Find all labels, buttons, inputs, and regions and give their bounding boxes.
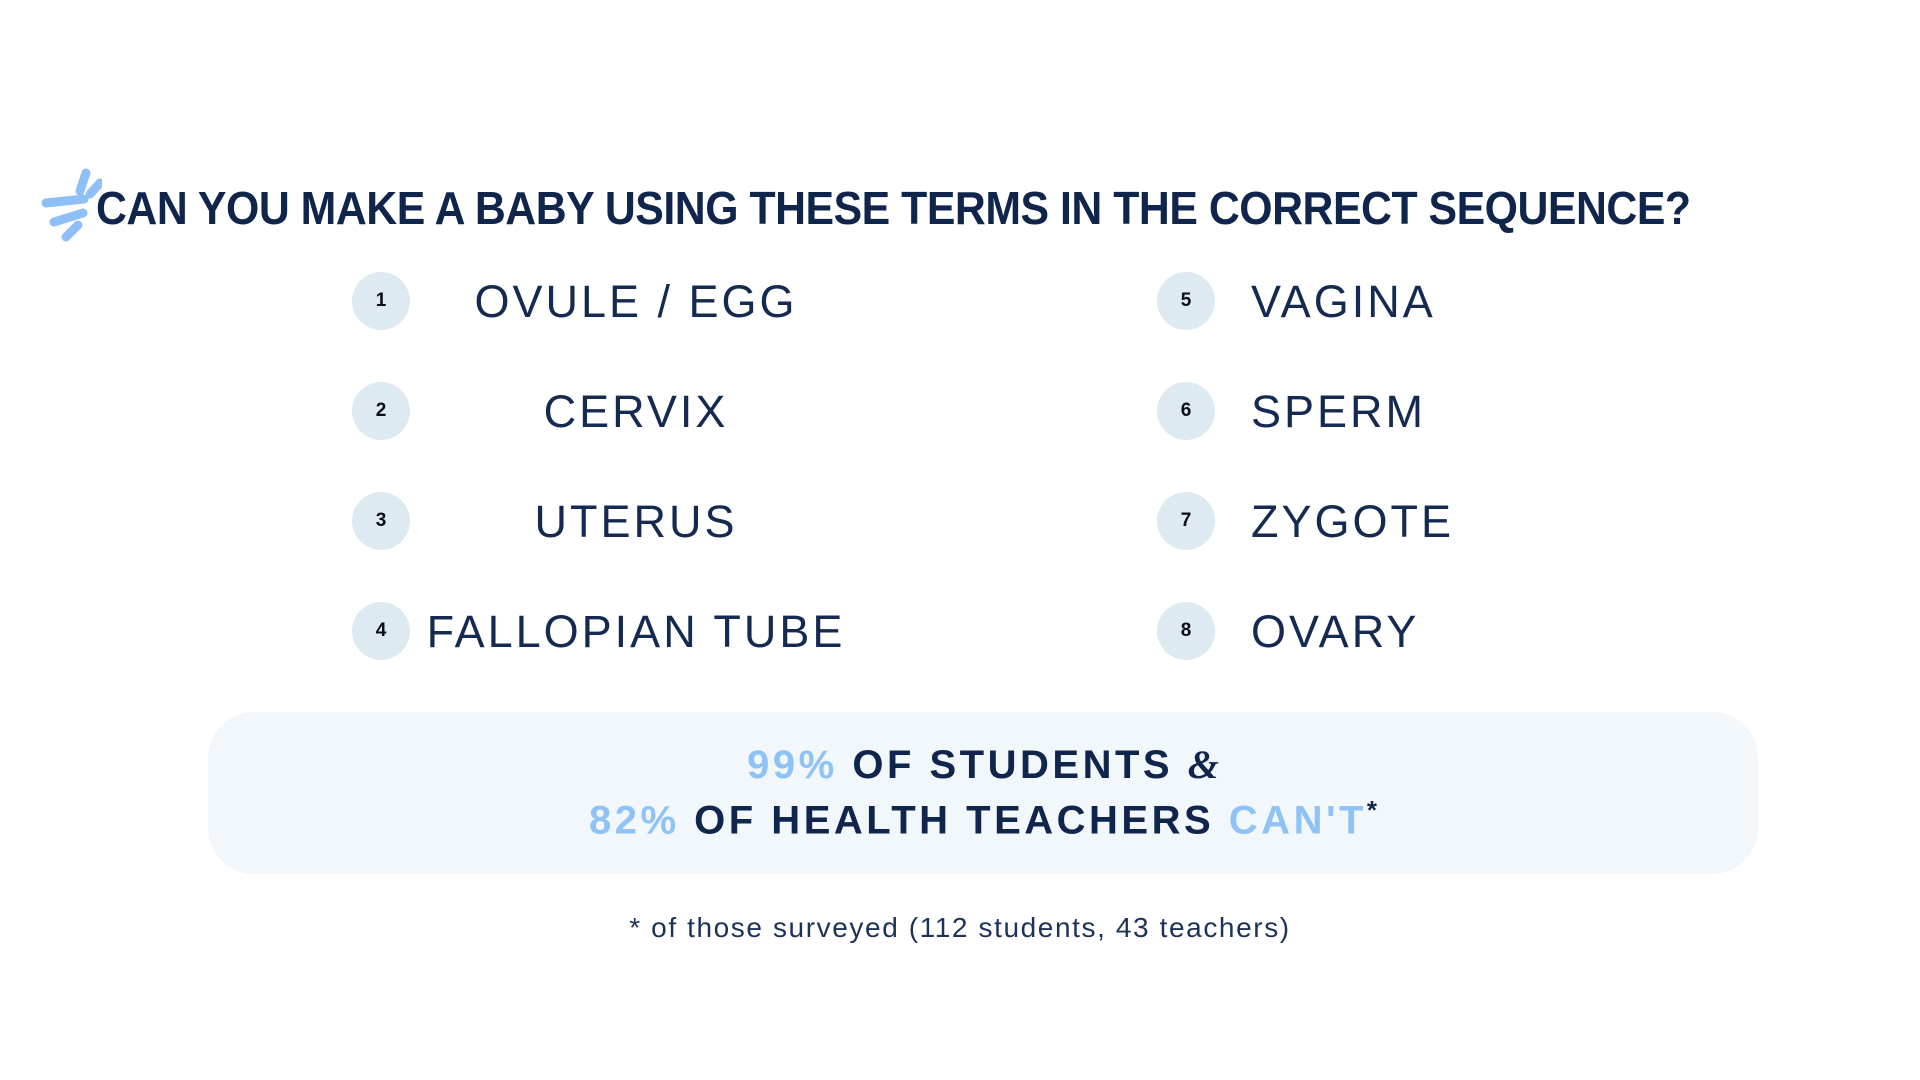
term-row[interactable]: 7 ZYGOTE [1157,492,1607,550]
stats-emphasis-cant: CAN'T [1228,798,1367,843]
term-label: FALLOPIAN TUBE [426,605,846,657]
stats-text-students: OF STUDENTS [852,743,1174,788]
term-row[interactable]: 5 VAGINA [1157,272,1607,330]
term-number-badge: 3 [352,492,410,550]
stats-text-teachers: OF HEALTH TEACHERS [694,798,1215,843]
term-label: OVULE / EGG [474,275,798,327]
term-number-badge: 4 [352,602,410,660]
term-row[interactable]: 8 OVARY [1157,602,1607,660]
ampersand-glyph: & [1187,742,1219,788]
terms-column-left: 1 OVULE / EGG 2 CERVIX 3 UTERUS 4 FALLOP… [352,272,872,660]
term-label: ZYGOTE [1251,495,1455,547]
stats-percent-teachers: 82% [588,798,680,843]
term-number-badge: 2 [352,382,410,440]
term-number-badge: 6 [1157,382,1215,440]
term-label: VAGINA [1251,275,1436,327]
term-number-badge: 7 [1157,492,1215,550]
term-label: OVARY [1251,605,1420,657]
term-label: SPERM [1251,385,1427,437]
footnote-asterisk-marker: * [1366,795,1378,826]
term-row[interactable]: 4 FALLOPIAN TUBE [352,602,872,660]
term-label: UTERUS [534,495,738,547]
stats-line-students: 99% OF STUDENTS & [747,741,1219,789]
term-label: CERVIX [543,385,729,437]
sparkle-burst-icon [40,159,105,249]
stats-line-teachers: 82% OF HEALTH TEACHERS CAN'T* [589,795,1377,845]
term-row[interactable]: 2 CERVIX [352,382,872,440]
terms-column-right: 5 VAGINA 6 SPERM 7 ZYGOTE 8 OVARY [1157,272,1607,660]
terms-list: 1 OVULE / EGG 2 CERVIX 3 UTERUS 4 FALLOP… [0,272,1920,660]
term-row[interactable]: 6 SPERM [1157,382,1607,440]
stats-callout: 99% OF STUDENTS & 82% OF HEALTH TEACHERS… [208,712,1758,874]
page-title-text: CAN YOU MAKE A BABY USING THESE TERMS IN… [96,182,1691,234]
term-number-badge: 8 [1157,602,1215,660]
footnote: * of those surveyed (112 students, 43 te… [629,912,1291,943]
term-number-badge: 5 [1157,272,1215,330]
page-title: CAN YOU MAKE A BABY USING THESE TERMS IN… [40,168,1811,242]
term-number-badge: 1 [352,272,410,330]
term-row[interactable]: 3 UTERUS [352,492,872,550]
stats-percent-students: 99% [747,743,838,788]
term-row[interactable]: 1 OVULE / EGG [352,272,872,330]
